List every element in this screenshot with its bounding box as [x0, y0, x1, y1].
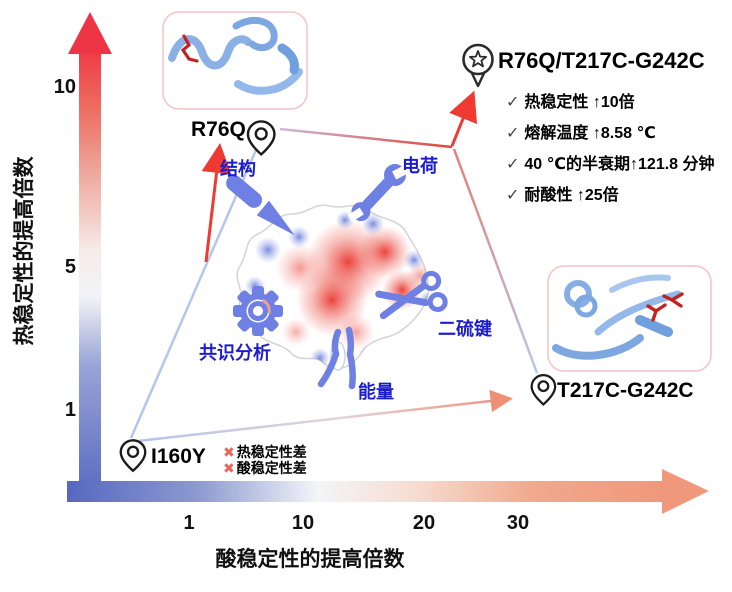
strategy-label-charge: 电荷: [402, 156, 438, 176]
x-axis-tick-20: 20: [412, 512, 436, 534]
cross-icon: ✖: [223, 460, 235, 476]
mutant-label-r76q: R76Q: [191, 118, 246, 141]
benefit-item: ✓ 热稳定性 ↑10倍: [506, 88, 715, 111]
benefit-text: 熔解温度 ↑8.58 ℃: [524, 125, 656, 142]
scissors-icon: [375, 270, 448, 320]
x-axis-tick-10: 10: [291, 512, 315, 534]
benefit-item: ✓ 40 ℃的半衰期↑121.8 分钟: [506, 150, 715, 173]
check-icon: ✓: [506, 125, 520, 142]
x-axis-tick-30: 30: [506, 512, 530, 534]
mutant-label-i160y: I160Y: [151, 445, 206, 468]
drawback-text: 热稳定性差: [236, 444, 307, 460]
drawback-item: ✖ 酸稳定性差: [223, 458, 307, 476]
y-axis-tick-5: 5: [64, 256, 76, 278]
drawback-item: ✖ 热稳定性差: [223, 442, 307, 460]
mutant-label-t217c-g242c: T217C-G242C: [557, 379, 694, 402]
disulfide-structure-inset: [547, 265, 712, 372]
strategy-label-disulfide: 二硫键: [438, 319, 492, 339]
r76q-structure-inset: [162, 11, 308, 110]
mutant-label-combined: R76Q/T217C-G242C: [498, 48, 705, 73]
arrow-i160y-t217c: [137, 389, 513, 443]
check-icon: ✓: [506, 156, 520, 173]
gear-icon: [233, 286, 283, 336]
x-axis-tick-1: 1: [183, 512, 195, 534]
wrench-icon: [347, 163, 412, 222]
i160y-drawbacks-list: ✖ 热稳定性差 ✖ 酸稳定性差: [223, 442, 307, 476]
arrow-vertex-combined: [449, 90, 478, 147]
arrow-center-r76q: [201, 143, 232, 263]
strategy-label-consensus: 共识分析: [199, 343, 271, 363]
disulfide-sticks: [662, 292, 684, 308]
connection-lines: [129, 90, 539, 443]
combined-benefits-list: ✓ 热稳定性 ↑10倍 ✓ 熔解温度 ↑8.58 ℃ ✓ 40 ℃的半衰期↑121.8…: [506, 88, 715, 212]
benefit-text: 40 ℃的半衰期↑121.8 分钟: [524, 156, 715, 173]
benefit-item: ✓ 耐酸性 ↑25倍: [506, 181, 715, 204]
check-icon: ✓: [506, 94, 520, 111]
cross-icon: ✖: [223, 444, 235, 460]
check-icon: ✓: [506, 187, 520, 204]
mutation-sticks: [180, 34, 199, 63]
benefit-text: 热稳定性 ↑10倍: [524, 94, 635, 111]
line-r76q-vertex: [279, 127, 453, 149]
disulfide-sticks: [646, 303, 667, 322]
i160y-pin-icon: [119, 439, 147, 473]
y-axis-tick-10: 10: [53, 76, 76, 98]
strategy-label-energy: 能量: [358, 382, 394, 402]
line-t217c-vertex: [452, 148, 539, 374]
acid-stability-axis-arrow: [67, 469, 709, 514]
benefit-text: 耐酸性 ↑25倍: [524, 187, 619, 204]
tweezers-icon: [317, 326, 356, 390]
knife-icon: [226, 175, 295, 236]
thermostability-axis-arrow: [68, 12, 112, 502]
t217c-pin-icon: [530, 374, 557, 406]
line-i160y-r76q: [129, 149, 258, 439]
strategy-label-structure: 结构: [220, 159, 256, 179]
r76q-pin-icon: [246, 120, 276, 156]
y-axis-tick-1: 1: [64, 399, 76, 421]
benefit-item: ✓ 熔解温度 ↑8.58 ℃: [506, 119, 715, 142]
y-axis-title: 热稳定性的提高倍数: [13, 156, 36, 346]
star-pin-icon: [462, 43, 494, 88]
x-axis-title: 酸稳定性的提高倍数: [215, 548, 405, 571]
drawback-text: 酸稳定性差: [236, 460, 307, 476]
